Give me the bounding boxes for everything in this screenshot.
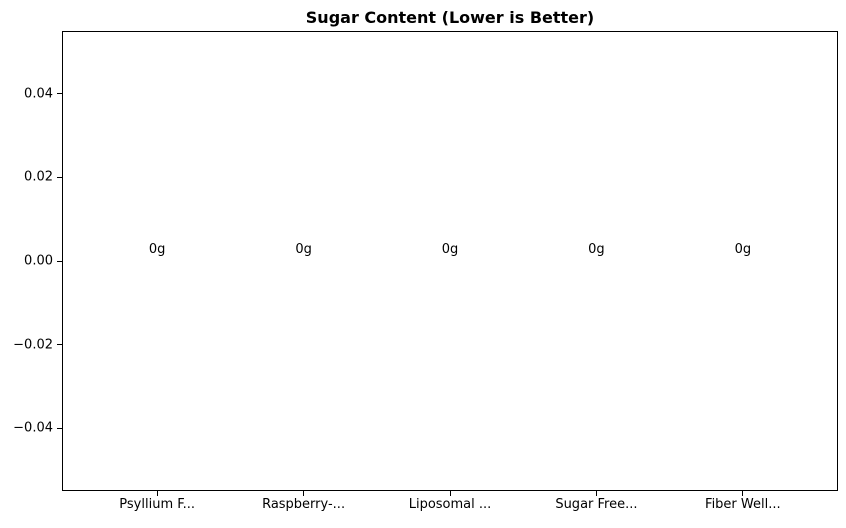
- bar-value-label: 0g: [734, 242, 752, 257]
- y-tick-label: −0.02: [13, 337, 53, 353]
- y-tick-mark: [57, 176, 62, 178]
- bar-value-label: 0g: [148, 242, 166, 257]
- y-tick-label: 0.00: [24, 253, 53, 269]
- y-tick-mark: [57, 260, 62, 262]
- x-tick-mark: [156, 491, 158, 496]
- bar-value-label: 0g: [588, 242, 605, 257]
- x-tick-mark: [303, 491, 305, 496]
- bar-value-label: 0g: [441, 242, 459, 257]
- x-tick-label: Fiber Well...: [705, 497, 781, 512]
- y-tick-label: 0.02: [24, 169, 53, 185]
- x-tick-mark: [742, 491, 744, 496]
- y-tick-label: 0.04: [24, 86, 53, 102]
- x-tick-label: Psyllium F...: [119, 497, 196, 512]
- bar-value-label: 0g: [295, 242, 312, 257]
- x-tick-label: Liposomal ...: [408, 497, 492, 512]
- x-tick-mark: [449, 491, 451, 496]
- y-tick-mark: [57, 93, 62, 95]
- chart-title: Sugar Content (Lower is Better): [305, 8, 595, 27]
- y-tick-mark: [57, 344, 62, 346]
- y-tick-label: −0.04: [13, 420, 53, 436]
- x-tick-label: Sugar Free...: [555, 497, 638, 512]
- plot-area: [62, 31, 838, 491]
- y-tick-mark: [57, 427, 62, 429]
- x-tick-mark: [595, 491, 597, 496]
- x-tick-label: Raspberry-...: [262, 497, 346, 512]
